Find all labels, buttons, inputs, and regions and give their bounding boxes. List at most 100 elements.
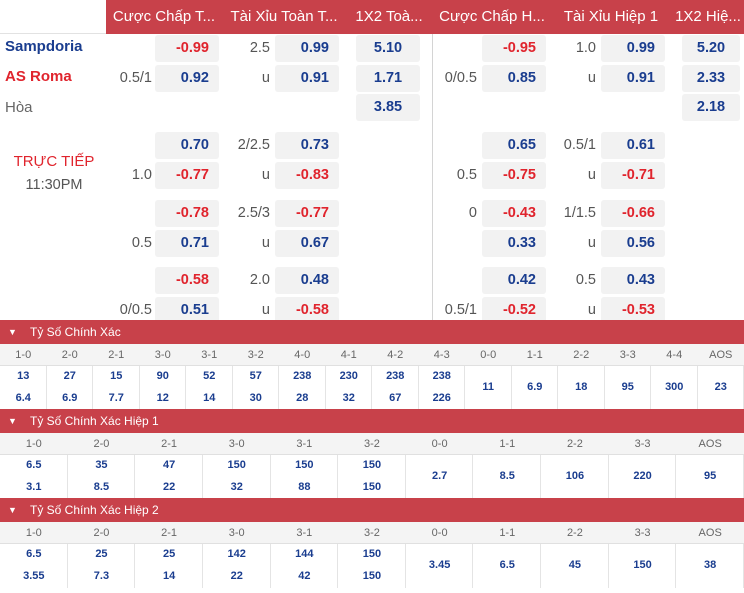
score-odds-value[interactable]: 6.4 <box>15 392 31 404</box>
score-odds-value[interactable]: 38 <box>704 559 717 571</box>
odds-button[interactable]: 3.85 <box>356 94 420 121</box>
score-cell[interactable]: 238 226 <box>419 366 465 410</box>
score-cell[interactable]: 150 150 <box>338 544 406 588</box>
score-cell[interactable]: 18 <box>558 366 605 410</box>
score-cell[interactable]: 45 <box>541 544 609 588</box>
score-cell[interactable]: 150 150 <box>338 455 406 499</box>
odds-button[interactable]: 0.33 <box>482 230 546 257</box>
section-header[interactable]: ▼ Tỷ Số Chính Xác Hiệp 2 <box>0 498 744 522</box>
score-odds-value[interactable]: 6.9 <box>62 392 78 404</box>
score-odds-value[interactable]: 8.5 <box>93 481 110 493</box>
score-cell[interactable]: 8.5 <box>473 455 542 499</box>
odds-button[interactable]: 0.92 <box>155 65 219 92</box>
score-cell[interactable]: 144 42 <box>271 544 339 588</box>
tab-handicap-half1[interactable]: Cược Chấp H... <box>439 8 545 25</box>
chevron-down-icon[interactable]: ▼ <box>8 416 17 426</box>
score-cell[interactable]: 47 22 <box>135 455 203 499</box>
chevron-down-icon[interactable]: ▼ <box>8 505 17 515</box>
score-odds-value[interactable]: 42 <box>298 570 311 582</box>
score-odds-value[interactable]: 142 <box>227 548 246 560</box>
score-odds-value[interactable]: 2.7 <box>431 470 448 482</box>
odds-button[interactable]: 0.99 <box>275 35 339 62</box>
tab-handicap-fulltime[interactable]: Cược Chấp T... <box>112 8 216 25</box>
score-odds-value[interactable]: 22 <box>230 570 243 582</box>
odds-button[interactable]: 0.71 <box>155 230 219 257</box>
score-odds-value[interactable]: 6.5 <box>26 548 42 560</box>
score-odds-value[interactable]: 25 <box>95 548 108 560</box>
score-cell[interactable]: 38 <box>676 544 744 588</box>
score-cell[interactable]: 6.5 3.1 <box>0 455 68 499</box>
odds-button[interactable]: -0.77 <box>275 200 339 227</box>
score-cell[interactable]: 3.45 <box>406 544 474 588</box>
score-odds-value[interactable]: 7.3 <box>93 570 110 582</box>
odds-button[interactable]: 5.10 <box>356 35 420 62</box>
odds-button[interactable]: -0.77 <box>155 162 219 189</box>
odds-button[interactable]: 0.51 <box>155 297 219 324</box>
score-cell[interactable]: 6.5 <box>473 544 542 588</box>
score-odds-value[interactable]: 95 <box>704 470 717 482</box>
odds-button[interactable]: 0.70 <box>155 132 219 159</box>
odds-button[interactable]: 0.56 <box>601 230 665 257</box>
score-odds-value[interactable]: 14 <box>162 570 176 582</box>
score-cell[interactable]: 150 <box>609 544 677 588</box>
score-odds-value[interactable]: 28 <box>296 392 309 404</box>
away-team[interactable]: AS Roma <box>5 68 72 85</box>
odds-button[interactable]: -0.78 <box>155 200 219 227</box>
odds-button[interactable]: -0.83 <box>275 162 339 189</box>
odds-button[interactable]: 5.20 <box>682 35 740 62</box>
tab-1x2-half1[interactable]: 1X2 Hiệ... <box>675 8 741 25</box>
score-cell[interactable]: 25 14 <box>135 544 203 588</box>
score-odds-value[interactable]: 32 <box>230 481 243 493</box>
score-cell[interactable]: 95 <box>605 366 651 410</box>
score-odds-value[interactable]: 238 <box>386 370 405 382</box>
score-odds-value[interactable]: 3.55 <box>23 570 45 582</box>
score-cell[interactable]: 27 6.9 <box>47 366 93 410</box>
score-odds-value[interactable]: 35 <box>95 459 108 471</box>
odds-button[interactable]: 0.67 <box>275 230 339 257</box>
score-cell[interactable]: 106 <box>541 455 609 499</box>
score-odds-value[interactable]: 106 <box>565 470 585 482</box>
score-odds-value[interactable]: 18 <box>575 381 588 393</box>
score-odds-value[interactable]: 150 <box>295 459 314 471</box>
score-cell[interactable]: 238 67 <box>372 366 419 410</box>
odds-button[interactable]: -0.58 <box>275 297 339 324</box>
score-cell[interactable]: 11 <box>465 366 512 410</box>
score-odds-value[interactable]: 12 <box>156 392 169 404</box>
score-odds-value[interactable]: 8.5 <box>499 470 515 482</box>
score-cell[interactable]: 57 30 <box>233 366 279 410</box>
score-odds-value[interactable]: 15 <box>110 370 123 382</box>
tab-1x2-fulltime[interactable]: 1X2 Toà... <box>355 8 423 25</box>
odds-button[interactable]: 0.73 <box>275 132 339 159</box>
odds-button[interactable]: -0.71 <box>601 162 665 189</box>
score-odds-value[interactable]: 150 <box>227 459 246 471</box>
score-odds-value[interactable]: 45 <box>568 559 582 571</box>
score-odds-value[interactable]: 150 <box>362 481 382 493</box>
home-team[interactable]: Sampdoria <box>5 38 83 55</box>
score-cell[interactable]: 52 14 <box>186 366 233 410</box>
section-header[interactable]: ▼ Tỷ Số Chính Xác Hiệp 1 <box>0 409 744 433</box>
score-cell[interactable]: 220 <box>609 455 677 499</box>
score-odds-value[interactable]: 150 <box>362 570 382 582</box>
odds-button[interactable]: 0.85 <box>482 65 546 92</box>
score-odds-value[interactable]: 3.45 <box>428 559 451 571</box>
score-odds-value[interactable]: 6.9 <box>527 381 543 393</box>
odds-button[interactable]: 0.99 <box>601 35 665 62</box>
score-cell[interactable]: 238 28 <box>279 366 326 410</box>
score-odds-value[interactable]: 226 <box>432 392 451 404</box>
score-cell[interactable]: 150 32 <box>203 455 271 499</box>
score-odds-value[interactable]: 3.1 <box>26 481 42 493</box>
score-odds-value[interactable]: 32 <box>342 392 355 404</box>
score-odds-value[interactable]: 11 <box>482 381 495 393</box>
score-odds-value[interactable]: 150 <box>362 459 382 471</box>
score-cell[interactable]: 2.7 <box>406 455 474 499</box>
score-cell[interactable]: 13 6.4 <box>0 366 47 410</box>
tab-over-under-half1[interactable]: Tài Xỉu Hiệp 1 <box>563 8 659 25</box>
score-odds-value[interactable]: 238 <box>293 370 312 382</box>
score-odds-value[interactable]: 57 <box>249 370 262 382</box>
odds-button[interactable]: 0.48 <box>275 267 339 294</box>
score-cell[interactable]: 150 88 <box>271 455 339 499</box>
odds-button[interactable]: 2.33 <box>682 65 740 92</box>
odds-button[interactable]: -0.43 <box>482 200 546 227</box>
odds-button[interactable]: -0.53 <box>601 297 665 324</box>
section-header[interactable]: ▼ Tỷ Số Chính Xác <box>0 320 744 344</box>
